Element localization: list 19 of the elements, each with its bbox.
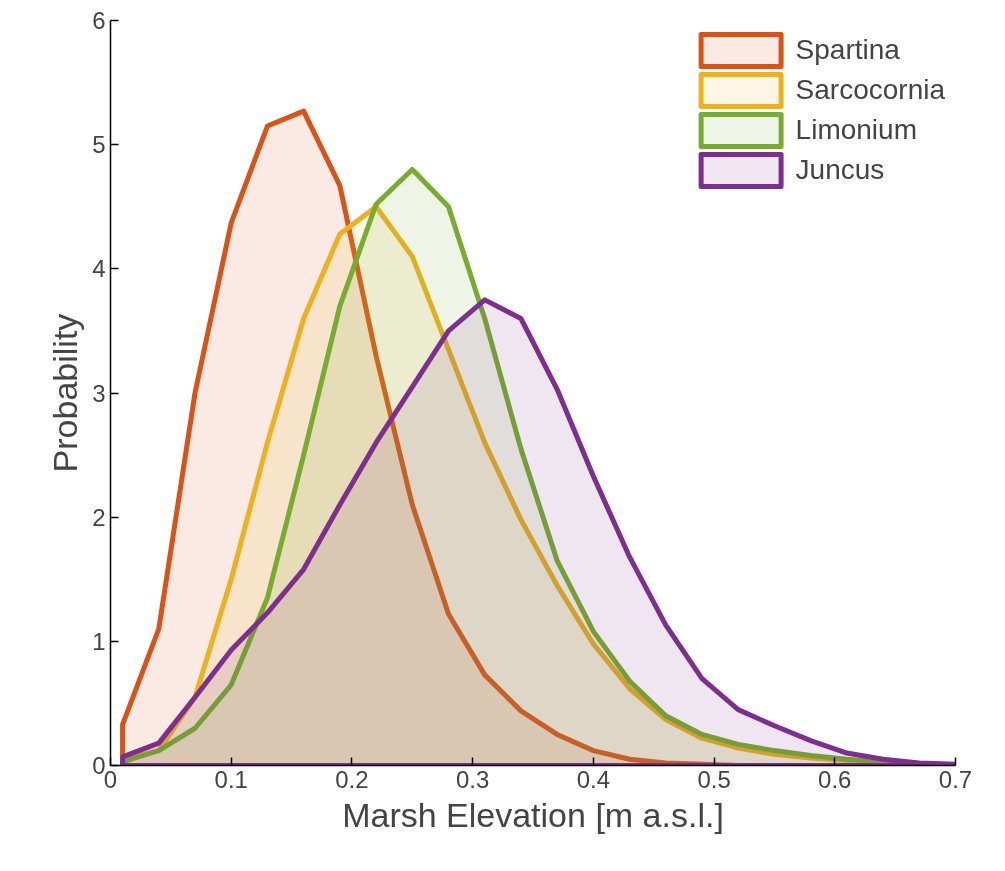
y-axis-title: Probability	[46, 313, 85, 473]
x-tick-label: 0.6	[818, 765, 852, 793]
x-tick-label: 0.4	[576, 765, 611, 793]
y-tick-label: 5	[92, 131, 106, 159]
y-tick-label: 2	[92, 503, 106, 531]
x-tick-label: 0.3	[455, 765, 490, 793]
legend-label: Sarcocornia	[795, 74, 945, 106]
y-tick-label: 4	[92, 255, 106, 283]
x-tick-label: 0.5	[697, 765, 731, 793]
legend-label: Spartina	[795, 34, 900, 66]
x-axis-title: Marsh Elevation [m a.s.l.]	[342, 795, 724, 834]
x-tick-label: 0.2	[335, 765, 369, 793]
x-tick-label: 0.7	[938, 765, 973, 793]
y-tick-label: 1	[92, 627, 106, 655]
legend-label: Limonium	[795, 114, 917, 146]
legend-label: Juncus	[795, 154, 885, 186]
x-tick-label: 0.1	[214, 765, 248, 793]
y-tick-label: 6	[92, 7, 106, 34]
y-tick-label: 3	[92, 379, 106, 407]
